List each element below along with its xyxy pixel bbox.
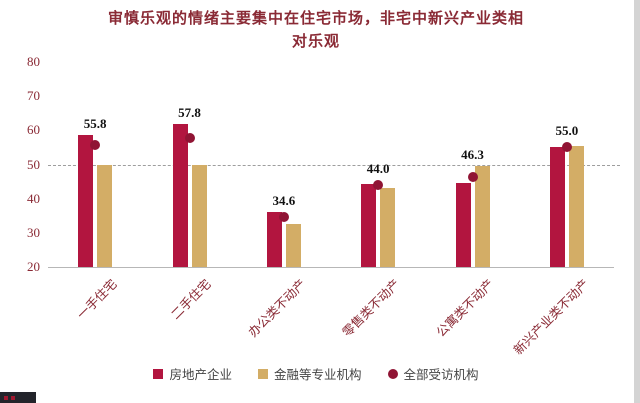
value-label: 44.0	[366, 161, 390, 176]
chart-title-line1: 审慎乐观的情绪主要集中在住宅市场，非宅中新兴产业类相	[107, 11, 524, 27]
y-tick-label: 20	[27, 259, 40, 274]
legend: 房地产企业 金融等专业机构 全部受访机构	[0, 364, 632, 383]
bar-real-estate-firms	[172, 123, 188, 267]
legend-marker-red-circle-icon	[387, 368, 398, 379]
legend-item-real-estate-firms: 房地产企业	[153, 364, 232, 383]
page-edge-strip	[634, 0, 640, 403]
x-category-label: 办公类不动产	[245, 276, 309, 340]
y-tick-label: 50	[27, 156, 40, 172]
x-category-label: 零售类不动产	[339, 276, 403, 340]
legend-item-financial-institutions: 金融等专业机构	[257, 364, 362, 383]
dot-all-respondents	[90, 139, 101, 150]
value-label: 55.8	[83, 116, 107, 132]
bar-real-estate-firms	[266, 212, 282, 267]
dot-all-respondents	[184, 132, 195, 143]
reference-line-50	[48, 164, 620, 166]
y-tick-label: 80	[27, 54, 40, 69]
bar-real-estate-firms	[361, 183, 377, 267]
bar-financial-institutions	[285, 223, 301, 267]
dot-all-respondents	[561, 142, 572, 153]
legend-item-all-respondents: 全部受访机构	[387, 364, 479, 383]
y-tick-label: 40	[27, 190, 40, 206]
value-label: 46.3	[461, 147, 484, 163]
x-category-label: 公寓类不动产	[434, 276, 498, 340]
bar-real-estate-firms	[549, 147, 565, 267]
legend-label-real-estate-firms: 房地产企业	[169, 368, 232, 382]
y-tick-label: 30	[27, 224, 40, 240]
bar-real-estate-firms	[78, 135, 94, 267]
dot-all-respondents	[467, 172, 478, 183]
legend-label-all-respondents: 全部受访机构	[403, 368, 479, 382]
chart-title: 审慎乐观的情绪主要集中在住宅市场，非宅中新兴产业类相 对乐观	[0, 8, 632, 54]
x-category-label: 一手住宅	[74, 276, 120, 323]
bar-financial-institutions	[568, 145, 584, 267]
bar-financial-institutions	[474, 166, 490, 267]
value-label: 34.6	[272, 193, 296, 209]
y-tick-label: 60	[27, 122, 40, 138]
y-tick-label: 70	[27, 88, 40, 104]
bar-financial-institutions	[97, 164, 113, 267]
legend-label-financial-institutions: 金融等专业机构	[273, 368, 362, 382]
value-label: 57.8	[178, 104, 201, 120]
dot-all-respondents	[373, 180, 384, 190]
dot-all-respondents	[278, 212, 289, 223]
chart-title-line2: 对乐观	[291, 34, 340, 50]
bar-financial-institutions	[191, 164, 207, 267]
plot-area: 80 70 60 50 40 30 20 55.8 一手住宅 57.8 二手住宅 34.6 办公类不动产…	[27, 54, 620, 357]
thumbnail-dot	[11, 395, 15, 400]
legend-marker-gold-square-icon	[257, 368, 268, 379]
x-category-label: 二手住宅	[168, 276, 215, 323]
legend-marker-red-square-icon	[153, 368, 164, 379]
bar-real-estate-firms	[455, 183, 471, 267]
value-label: 55.0	[555, 123, 579, 139]
thumbnail-dot	[4, 395, 8, 400]
bar-financial-institutions	[380, 188, 396, 267]
x-category-label: 新兴产业类不动产	[510, 276, 592, 358]
cropped-thumbnail	[0, 392, 36, 403]
